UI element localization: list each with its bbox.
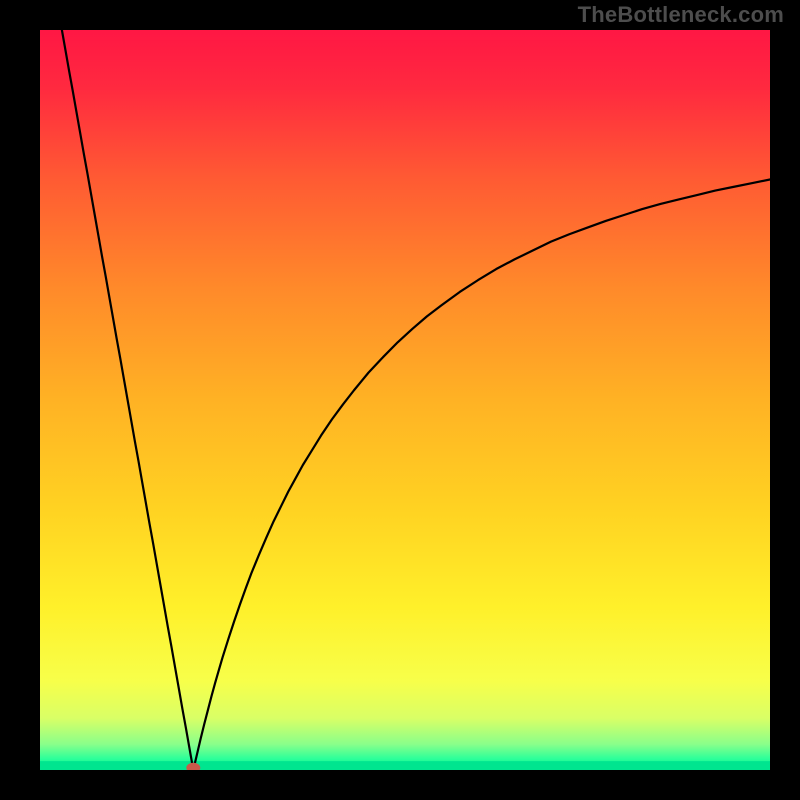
bottleneck-chart: TheBottleneck.com: [0, 0, 800, 800]
plot-area: [40, 30, 770, 773]
gradient-background: [40, 30, 770, 770]
baseline-band: [40, 761, 770, 770]
watermark-text: TheBottleneck.com: [578, 2, 784, 28]
chart-svg: [0, 0, 800, 800]
